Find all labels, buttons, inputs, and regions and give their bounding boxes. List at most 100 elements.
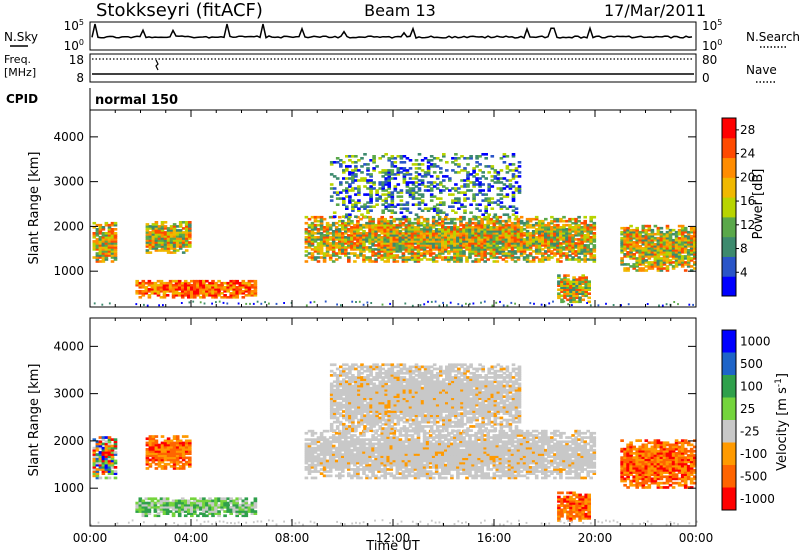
data-cell xyxy=(450,240,454,243)
data-cell xyxy=(180,294,185,297)
data-cell xyxy=(241,501,246,505)
data-cell xyxy=(341,238,345,241)
data-cell xyxy=(386,256,390,259)
data-cell xyxy=(399,207,404,210)
data-cell xyxy=(592,254,597,257)
data-cell xyxy=(392,234,397,237)
data-cell xyxy=(416,232,421,235)
data-cell xyxy=(313,236,318,239)
data-cell xyxy=(237,302,240,305)
data-cell xyxy=(353,252,357,255)
data-cell xyxy=(107,446,112,450)
data-cell xyxy=(437,256,442,259)
data-cell xyxy=(244,510,249,513)
data-cell xyxy=(565,246,569,249)
data-cell xyxy=(444,234,448,237)
data-cell xyxy=(177,279,182,283)
data-cell xyxy=(157,443,162,447)
data-cell xyxy=(322,258,327,261)
data-cell xyxy=(165,503,170,507)
data-cell xyxy=(501,236,506,239)
data-cell xyxy=(344,442,348,446)
data-cell xyxy=(386,246,390,249)
data-cell xyxy=(341,442,345,446)
data-cell xyxy=(405,181,410,184)
data-cell xyxy=(113,472,118,475)
data-cell xyxy=(553,248,557,251)
data-cell xyxy=(374,431,378,435)
data-cell xyxy=(244,512,249,515)
data-cell xyxy=(504,260,509,263)
data-cell xyxy=(159,501,164,505)
data-cell xyxy=(374,442,378,446)
data-cell xyxy=(553,238,557,241)
data-cell xyxy=(238,508,243,511)
data-cell xyxy=(104,240,109,243)
data-cell xyxy=(511,191,516,194)
data-cell xyxy=(569,300,573,304)
data-cell xyxy=(456,254,460,257)
data-cell xyxy=(674,261,679,264)
data-cell xyxy=(493,171,498,174)
data-cell xyxy=(486,223,490,227)
data-cell xyxy=(345,169,349,172)
data-cell xyxy=(341,466,345,469)
data-cell xyxy=(386,250,390,253)
data-cell xyxy=(154,467,159,470)
data-cell xyxy=(574,242,578,245)
data-cell xyxy=(319,451,324,454)
data-cell xyxy=(169,237,174,240)
data-cell xyxy=(460,185,464,188)
data-cell xyxy=(483,260,487,263)
data-cell xyxy=(374,236,378,239)
data-cell xyxy=(235,505,239,509)
data-cell xyxy=(283,302,285,304)
data-cell xyxy=(310,446,315,450)
data-cell xyxy=(592,221,597,225)
data-cell xyxy=(334,431,339,435)
nsky-frame xyxy=(89,21,697,51)
data-cell xyxy=(525,244,530,247)
data-cell xyxy=(463,183,467,186)
data-cell xyxy=(422,236,427,239)
data-cell xyxy=(104,436,109,439)
data-cell xyxy=(138,501,143,505)
data-cell xyxy=(347,238,351,241)
data-cell xyxy=(574,234,578,237)
data-cell xyxy=(442,155,446,158)
data-cell xyxy=(407,434,412,437)
data-cell xyxy=(513,240,518,243)
data-cell xyxy=(365,246,369,249)
data-cell xyxy=(432,205,437,208)
data-cell xyxy=(135,281,139,285)
data-cell xyxy=(498,230,503,233)
data-cell xyxy=(316,260,321,263)
data-cell xyxy=(644,238,649,242)
data-cell xyxy=(316,459,321,463)
data-cell xyxy=(368,223,372,227)
data-cell xyxy=(181,467,186,470)
data-cell xyxy=(620,263,624,266)
data-cell xyxy=(650,232,655,236)
data-cell xyxy=(531,242,536,245)
data-cell xyxy=(629,255,633,258)
data-cell xyxy=(310,463,315,467)
data-cell xyxy=(138,508,143,511)
data-cell xyxy=(450,244,454,247)
data-cell xyxy=(353,223,357,227)
data-cell xyxy=(505,167,510,170)
data-cell xyxy=(399,155,404,158)
data-cell xyxy=(514,189,519,192)
data-cell xyxy=(425,234,430,237)
data-cell xyxy=(163,452,168,455)
data-cell xyxy=(680,243,685,246)
data-cell xyxy=(465,238,469,241)
data-cell xyxy=(190,510,194,513)
data-cell xyxy=(475,193,479,196)
data-cell xyxy=(202,497,206,501)
data-cell xyxy=(499,205,504,208)
data-cell xyxy=(571,234,575,237)
data-cell xyxy=(673,301,676,303)
data-cell xyxy=(104,470,109,473)
data-cell xyxy=(392,429,397,433)
